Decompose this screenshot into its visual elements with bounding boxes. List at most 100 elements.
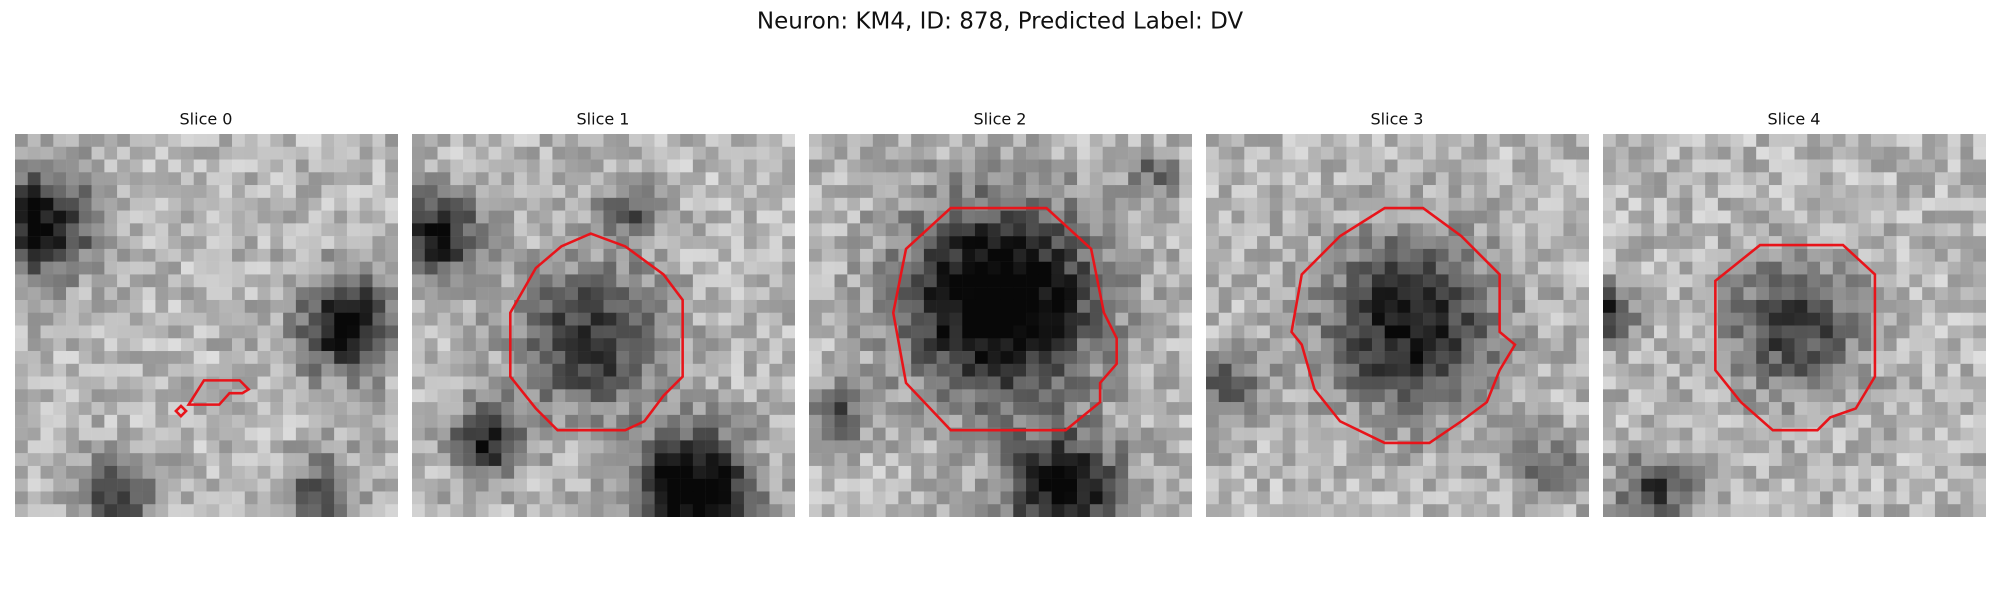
pixel <box>1743 223 1757 237</box>
pixel <box>1781 478 1795 492</box>
pixel <box>1499 491 1513 505</box>
pixel <box>27 465 41 479</box>
pixel <box>53 465 67 479</box>
pixel <box>987 287 1001 301</box>
pixel <box>180 427 194 441</box>
pixel <box>1641 363 1655 377</box>
pixel <box>1140 504 1154 517</box>
pixel <box>654 312 668 326</box>
pixel <box>1089 210 1103 224</box>
pixel <box>526 453 540 467</box>
pixel <box>1371 402 1385 416</box>
pixel <box>1845 312 1859 326</box>
pixel <box>834 312 848 326</box>
pixel <box>718 440 732 454</box>
pixel <box>295 312 309 326</box>
pixel <box>1206 312 1220 326</box>
pixel <box>1807 325 1821 339</box>
pixel <box>295 134 309 148</box>
pixel <box>129 376 143 390</box>
pixel <box>731 440 745 454</box>
pixel <box>514 453 528 467</box>
pixel <box>1461 223 1475 237</box>
pixel <box>667 172 681 186</box>
pixel <box>1512 146 1526 160</box>
pixel <box>1692 427 1706 441</box>
pixel <box>1359 261 1373 275</box>
pixel <box>1845 248 1859 262</box>
pixel <box>1423 185 1437 199</box>
pixel <box>987 223 1001 237</box>
pixel <box>1128 299 1142 313</box>
pixel <box>359 453 373 467</box>
pixel <box>1397 312 1411 326</box>
pixel <box>974 134 988 148</box>
pixel <box>1320 414 1334 428</box>
pixel <box>885 274 899 288</box>
pixel <box>155 274 169 288</box>
pixel <box>1871 223 1885 237</box>
pixel <box>412 414 426 428</box>
pixel <box>53 453 67 467</box>
pixel <box>1934 312 1948 326</box>
pixel <box>1730 427 1744 441</box>
pixel <box>1781 363 1795 377</box>
pixel <box>603 363 617 377</box>
pixel <box>974 491 988 505</box>
pixel <box>923 210 937 224</box>
pixel <box>283 287 297 301</box>
pixel <box>565 299 579 313</box>
pixel <box>437 338 451 352</box>
pixel <box>1871 453 1885 467</box>
pixel <box>718 299 732 313</box>
pixel <box>1333 299 1347 313</box>
pixel <box>769 465 783 479</box>
pixel <box>1537 223 1551 237</box>
pixel <box>667 453 681 467</box>
pixel <box>1960 465 1974 479</box>
pixel <box>219 414 233 428</box>
pixel <box>1115 453 1129 467</box>
pixel <box>1820 453 1834 467</box>
pixel <box>232 146 246 160</box>
pixel <box>463 440 477 454</box>
pixel <box>1000 236 1014 250</box>
pixel <box>962 414 976 428</box>
pixel <box>1000 223 1014 237</box>
pixel <box>1960 414 1974 428</box>
pixel <box>847 478 861 492</box>
pixel <box>1320 440 1334 454</box>
pixel <box>346 287 360 301</box>
pixel <box>308 287 322 301</box>
pixel <box>872 197 886 211</box>
pixel <box>1153 389 1167 403</box>
pixel <box>1013 414 1027 428</box>
pixel <box>1077 287 1091 301</box>
pixel <box>1013 376 1027 390</box>
pixel <box>872 491 886 505</box>
pixel <box>244 504 258 517</box>
pixel <box>15 402 29 416</box>
pixel <box>885 363 899 377</box>
pixel <box>526 427 540 441</box>
pixel <box>1013 236 1027 250</box>
pixel <box>193 210 207 224</box>
pixel <box>629 363 643 377</box>
pixel <box>1576 427 1589 441</box>
pixel <box>552 223 566 237</box>
pixel <box>1153 159 1167 173</box>
pixel <box>1922 159 1936 173</box>
pixel <box>1013 453 1027 467</box>
pixel <box>782 504 795 517</box>
pixel <box>911 248 925 262</box>
pixel <box>1244 299 1258 313</box>
pixel <box>270 159 284 173</box>
pixel <box>206 312 220 326</box>
pixel <box>936 197 950 211</box>
pixel <box>860 185 874 199</box>
pixel <box>1768 478 1782 492</box>
pixel <box>1269 427 1283 441</box>
pixel <box>1550 312 1564 326</box>
pixel <box>91 376 105 390</box>
